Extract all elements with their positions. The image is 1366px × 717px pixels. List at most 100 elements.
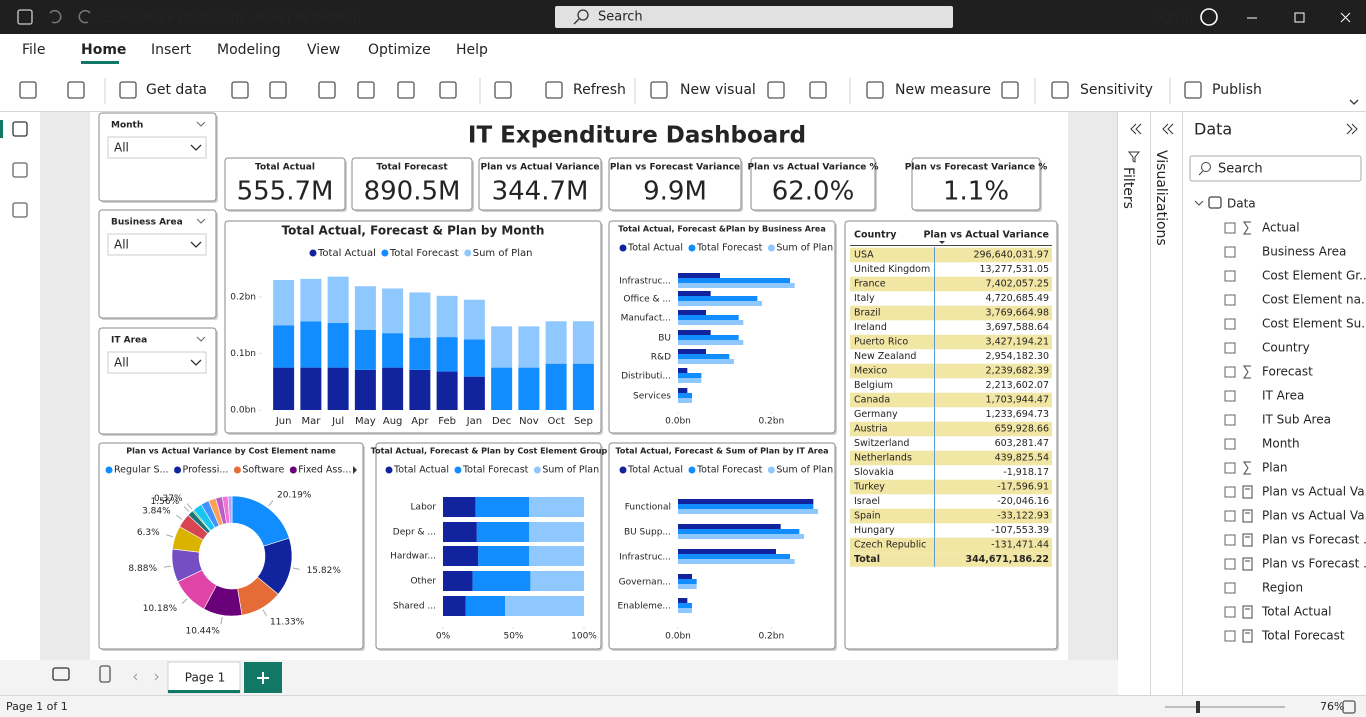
field-name[interactable]: Cost Element na... (1262, 293, 1366, 307)
tree-chevron[interactable] (1194, 200, 1204, 206)
active-tab-underline (81, 61, 119, 64)
search-box[interactable] (555, 6, 953, 28)
data-label: 10.44% (185, 627, 220, 637)
slicer-value: All (114, 141, 129, 155)
bar (678, 378, 702, 383)
field-name[interactable]: Plan (1262, 461, 1288, 475)
field-name[interactable]: Month (1262, 437, 1300, 451)
field-checkbox[interactable] (1224, 534, 1236, 546)
chart-title: Total Actual, Forecast &Plan by Business… (618, 225, 825, 234)
field-name[interactable]: Cost Element Su... (1262, 317, 1366, 331)
sign-in[interactable]: Sign in (1152, 11, 1193, 25)
refresh-button[interactable]: Refresh (573, 82, 626, 98)
legend-marker (105, 466, 113, 474)
collapse-ribbon[interactable] (1349, 99, 1359, 105)
bar-segment (382, 333, 404, 368)
table-cell: Italy (854, 293, 875, 304)
field-name[interactable]: Plan vs Forecast ... (1262, 557, 1366, 571)
field-name[interactable]: Business Area (1262, 245, 1346, 259)
field-checkbox[interactable] (1224, 246, 1236, 258)
data-search-box[interactable] (1189, 155, 1362, 182)
field-checkbox[interactable] (1224, 270, 1236, 282)
menu-tab[interactable]: Optimize (368, 42, 431, 58)
slicer-dropdown[interactable] (107, 136, 207, 159)
field-name[interactable]: Forecast (1262, 365, 1313, 379)
field-checkbox[interactable] (1224, 222, 1236, 234)
table-node[interactable]: Data (1227, 197, 1256, 211)
new-measure-button[interactable]: New measure (895, 82, 991, 98)
field-name[interactable]: Cost Element Gr... (1262, 269, 1366, 283)
icon (99, 665, 111, 683)
field-name[interactable]: IT Area (1262, 389, 1304, 403)
chart-title: Total Actual, Forecast & Plan by Cost El… (371, 447, 608, 456)
field-checkbox[interactable] (1224, 630, 1236, 642)
x-tick-label: Feb (438, 416, 456, 427)
zoom-thumb[interactable] (1196, 701, 1200, 713)
filters-pane-title[interactable]: Filters (1120, 167, 1136, 209)
field-checkbox[interactable] (1224, 318, 1236, 330)
slicer-dropdown[interactable] (107, 351, 207, 374)
field-name[interactable]: Region (1262, 581, 1303, 595)
collapse-visualizations[interactable] (1162, 123, 1174, 135)
field-name[interactable]: Plan vs Actual Va... (1262, 485, 1366, 499)
bar (678, 278, 790, 283)
field-checkbox[interactable] (1224, 366, 1236, 378)
menu-tab[interactable]: View (307, 42, 340, 58)
y-tick-label: R&D (651, 353, 671, 363)
new-visual-button[interactable]: New visual (680, 82, 756, 98)
bar-segment (443, 497, 476, 517)
table-cell: Belgium (854, 380, 893, 391)
field-name[interactable]: Country (1262, 341, 1310, 355)
icon (52, 667, 70, 681)
legend-label: Sum of Plan (776, 243, 833, 254)
legend-scroll[interactable] (353, 466, 357, 474)
sensitivity-button[interactable]: Sensitivity (1080, 82, 1153, 98)
field-checkbox[interactable] (1224, 414, 1236, 426)
x-tick-label: 0.2bn (758, 632, 784, 642)
field-name[interactable]: Actual (1262, 221, 1300, 235)
field-checkbox[interactable] (1224, 486, 1236, 498)
field-checkbox[interactable] (1224, 438, 1236, 450)
field-name[interactable]: Plan vs Actual Va... (1262, 509, 1366, 523)
menu-tab[interactable]: Insert (151, 42, 192, 58)
page-nav[interactable] (133, 673, 159, 681)
visualizations-pane-title[interactable]: Visualizations (1153, 150, 1169, 246)
field-checkbox[interactable] (1224, 294, 1236, 306)
collapse-filters[interactable] (1130, 123, 1142, 135)
bar-segment (327, 367, 349, 410)
card-value: 344.7M (492, 177, 589, 207)
x-tick-label: Jun (275, 416, 292, 427)
close[interactable] (1340, 12, 1351, 23)
field-checkbox[interactable] (1224, 582, 1236, 594)
field-checkbox[interactable] (1224, 558, 1236, 570)
field-name[interactable]: Total Forecast (1261, 629, 1345, 643)
slicer-label: IT Area (111, 336, 147, 346)
field-checkbox[interactable] (1224, 606, 1236, 618)
legend-marker (767, 244, 775, 252)
status-text: Page 1 of 1 (6, 700, 68, 713)
menu-tab[interactable]: Home (81, 42, 126, 58)
bar-segment (529, 522, 584, 542)
menu-tab[interactable]: Help (456, 42, 488, 58)
field-checkbox[interactable] (1224, 342, 1236, 354)
bar (678, 373, 702, 378)
slicer-dropdown[interactable] (107, 233, 207, 256)
field-checkbox[interactable] (1224, 510, 1236, 522)
field-name[interactable]: Total Actual (1261, 605, 1331, 619)
icon (767, 81, 785, 99)
field-name[interactable]: IT Sub Area (1262, 413, 1331, 427)
menu-tab[interactable]: Modeling (217, 42, 281, 58)
field-checkbox[interactable] (1224, 462, 1236, 474)
menu-tab[interactable]: File (22, 42, 45, 58)
field-name[interactable]: Plan vs Forecast ... (1262, 533, 1366, 547)
chevron (196, 121, 206, 127)
publish-button[interactable]: Publish (1212, 82, 1262, 98)
page-tab-label[interactable]: Page 1 (185, 671, 226, 685)
page-tab[interactable] (167, 661, 241, 694)
field-checkbox[interactable] (1224, 390, 1236, 402)
maximize[interactable] (1294, 12, 1305, 23)
get-data-button[interactable]: Get data (146, 82, 207, 98)
search-icon (1198, 170, 1204, 176)
x-tick-label: Oct (547, 416, 564, 427)
expand-data[interactable] (1346, 123, 1358, 135)
